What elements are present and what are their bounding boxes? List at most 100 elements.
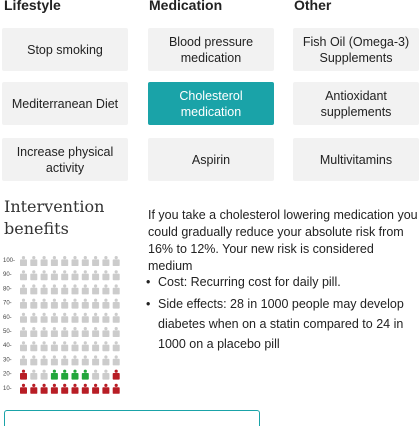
- y-tick-label: 80-: [3, 286, 12, 292]
- person-icon: [81, 341, 89, 352]
- option-blood-pressure-medication[interactable]: Blood pressure medication: [148, 28, 274, 71]
- column-header-medication: Medication: [149, 0, 223, 13]
- person-icon: [102, 284, 110, 295]
- person-icon: [40, 327, 48, 337]
- person-icon: [102, 341, 110, 352]
- person-icon: [102, 327, 110, 337]
- risk-description: If you take a cholesterol lowering medic…: [148, 208, 418, 273]
- person-icon: [50, 383, 58, 394]
- person-icon: [40, 284, 48, 295]
- person-icon: [40, 369, 48, 380]
- person-icon: [30, 327, 38, 337]
- person-icon: [40, 341, 48, 352]
- option-stop-smoking[interactable]: Stop smoking: [2, 28, 128, 71]
- person-icon: [112, 383, 120, 394]
- option-cholesterol-medication[interactable]: Cholesterol medication: [148, 82, 274, 125]
- person-icon: [61, 256, 69, 266]
- person-icon: [50, 270, 58, 281]
- bottom-action-button[interactable]: [4, 410, 260, 426]
- person-icon: [40, 256, 48, 266]
- option-antioxidant-supplements[interactable]: Antioxidant supplements: [293, 82, 419, 125]
- option-increase-physical-activity[interactable]: Increase physical activity: [2, 138, 128, 181]
- person-icon: [81, 383, 89, 394]
- y-tick-label: 60-: [3, 315, 12, 321]
- person-icon: [40, 270, 48, 281]
- person-icon: [71, 312, 79, 323]
- person-icon: [102, 270, 110, 281]
- person-icon: [61, 355, 69, 366]
- option-fish-oil[interactable]: Fish Oil (Omega-3) Supplements: [293, 28, 419, 71]
- y-tick-label: 20-: [3, 372, 12, 378]
- details-list: Cost: Recurring cost for daily pill. Sid…: [144, 272, 420, 356]
- person-icon: [61, 298, 69, 309]
- y-tick-label: 40-: [3, 343, 12, 349]
- person-icon: [102, 355, 110, 366]
- person-icon: [61, 369, 69, 380]
- person-icon: [112, 312, 120, 323]
- person-icon: [92, 383, 100, 394]
- person-icon: [71, 298, 79, 309]
- person-icon: [112, 355, 120, 366]
- person-icon: [20, 270, 27, 281]
- person-icon: [20, 312, 27, 323]
- person-icon: [30, 256, 38, 266]
- risk-pictograph: 100- 90- 80- 70- 60- 50- 40- 30- 20- 10-: [3, 256, 120, 394]
- person-icon: [50, 369, 58, 380]
- person-icon: [30, 312, 38, 323]
- person-icon: [20, 355, 27, 366]
- person-icon: [112, 270, 120, 281]
- person-icon: [81, 327, 89, 337]
- person-icon: [102, 369, 110, 380]
- intervention-benefits-title: Intervention benefits: [4, 197, 105, 238]
- option-multivitamins[interactable]: Multivitamins: [293, 138, 419, 181]
- side-effects-text: Side effects: 28 in 1000 people may deve…: [158, 297, 404, 351]
- side-effects-item: Side effects: 28 in 1000 people may deve…: [144, 294, 420, 354]
- person-icon: [61, 341, 69, 352]
- person-icon: [71, 256, 79, 266]
- person-icon: [112, 327, 120, 337]
- person-icon: [50, 327, 58, 337]
- person-icon: [30, 284, 38, 295]
- person-icon: [50, 355, 58, 366]
- person-icon: [61, 383, 69, 394]
- y-tick-label: 30-: [3, 357, 12, 363]
- person-icon: [102, 312, 110, 323]
- person-icon: [50, 284, 58, 295]
- person-icon: [81, 270, 89, 281]
- option-mediterranean-diet[interactable]: Mediterranean Diet: [2, 82, 128, 125]
- person-icon: [92, 355, 100, 366]
- person-icon: [112, 298, 120, 309]
- person-icon: [40, 298, 48, 309]
- person-icon: [71, 383, 79, 394]
- column-header-lifestyle: Lifestyle: [4, 0, 61, 13]
- person-icon: [92, 327, 100, 337]
- person-icon: [112, 369, 120, 380]
- person-icon: [92, 270, 100, 281]
- person-icon: [112, 256, 120, 266]
- person-icon: [61, 270, 69, 281]
- person-icon: [50, 298, 58, 309]
- person-icon: [50, 312, 58, 323]
- person-icon: [102, 256, 110, 266]
- person-icon: [81, 355, 89, 366]
- person-icon: [112, 341, 120, 352]
- cost-item: Cost: Recurring cost for daily pill.: [144, 272, 420, 292]
- person-icon: [92, 312, 100, 323]
- person-icon: [40, 312, 48, 323]
- person-icon: [71, 327, 79, 337]
- person-icon: [81, 256, 89, 266]
- person-icon: [92, 284, 100, 295]
- person-icon: [30, 270, 38, 281]
- option-aspirin[interactable]: Aspirin: [148, 138, 274, 181]
- person-icon: [50, 256, 58, 266]
- person-icon: [71, 341, 79, 352]
- person-icon: [71, 270, 79, 281]
- person-icon: [102, 383, 110, 394]
- person-icon: [92, 369, 100, 380]
- person-icon: [112, 284, 120, 295]
- y-tick-label: 100-: [3, 258, 15, 264]
- person-icon: [40, 383, 48, 394]
- person-icon: [50, 341, 58, 352]
- person-icon: [20, 298, 27, 309]
- y-tick-label: 90-: [3, 272, 12, 278]
